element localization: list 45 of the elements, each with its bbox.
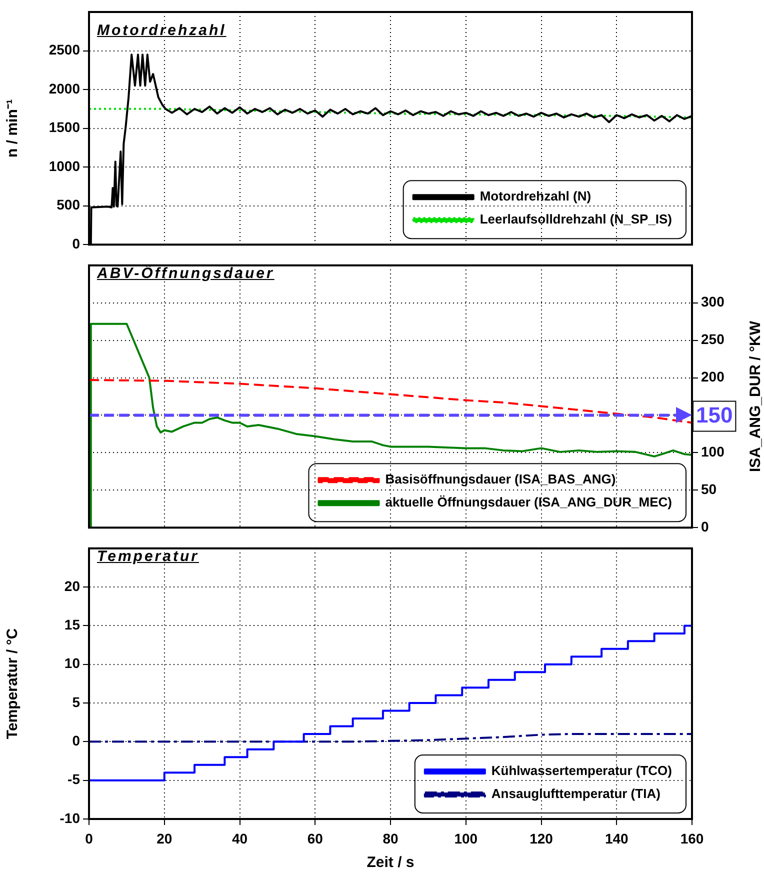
x-tick-label: 120 <box>530 830 554 846</box>
y-tick-label: 2000 <box>48 80 80 96</box>
y-tick-label: 0 <box>72 732 80 749</box>
x-tick-label: 80 <box>382 830 398 846</box>
x-tick-label: 60 <box>307 830 324 846</box>
y-axis-title: n / min⁻¹ <box>4 99 22 158</box>
x-tick-label: 20 <box>156 830 172 846</box>
legend-label: aktuelle Öffnungsdauer (ISA_ANG_DUR_MEC) <box>385 494 672 510</box>
x-tick-label: 140 <box>604 830 629 846</box>
y-tick-label: 1500 <box>48 119 80 136</box>
legend-label: Kühlwassertemperatur (TCO) <box>491 763 672 778</box>
y-tick-label: 250 <box>701 331 725 348</box>
y-tick-label: 50 <box>701 481 717 497</box>
x-tick-label: 0 <box>85 830 94 846</box>
y-tick-label: 0 <box>72 235 80 252</box>
y-tick-label: 100 <box>701 444 725 460</box>
x-tick-label: 160 <box>680 830 704 846</box>
y-tick-label: 20 <box>64 578 80 594</box>
x-tick-label: 100 <box>454 830 478 846</box>
y-tick-label: 2500 <box>48 42 80 58</box>
x-axis-title: Zeit / s <box>366 854 414 872</box>
line-series <box>89 108 692 118</box>
y-tick-label: 0 <box>701 518 709 534</box>
y-tick-label: 15 <box>64 616 80 633</box>
text: Motordrehzahl <box>97 22 226 39</box>
y-tick-label: 5 <box>72 694 80 710</box>
y-axis-title: Temperatur / °C <box>4 628 22 740</box>
legend-label: Basisöffnungsdauer (ISA_BAS_ANG) <box>385 472 616 487</box>
chart-title: Temperatur <box>97 548 199 565</box>
legend-label: Motordrehzahl (N) <box>480 188 592 204</box>
ref-line-label: 150 <box>696 402 733 428</box>
y-tick-label: -10 <box>60 810 80 826</box>
y-tick-label: 300 <box>701 294 725 310</box>
y-tick-label: 500 <box>56 196 80 213</box>
y-tick-label: -5 <box>68 771 80 788</box>
line-series <box>89 379 692 424</box>
legend-label: Ansauglufttemperatur (TIA) <box>491 786 660 802</box>
y-tick-label: 200 <box>701 368 725 385</box>
y-axis-title: ISA_ANG_DUR / °KW <box>747 320 764 472</box>
y-tick-label: 10 <box>64 655 80 672</box>
x-tick-label: 40 <box>232 830 248 846</box>
line-series <box>89 732 692 743</box>
legend-label: Leerlaufsolldrehzahl (N_SP_IS) <box>480 212 672 227</box>
y-tick-label: 1000 <box>48 158 80 174</box>
chart-title: ABV-Öffnungsdauer <box>97 265 274 282</box>
